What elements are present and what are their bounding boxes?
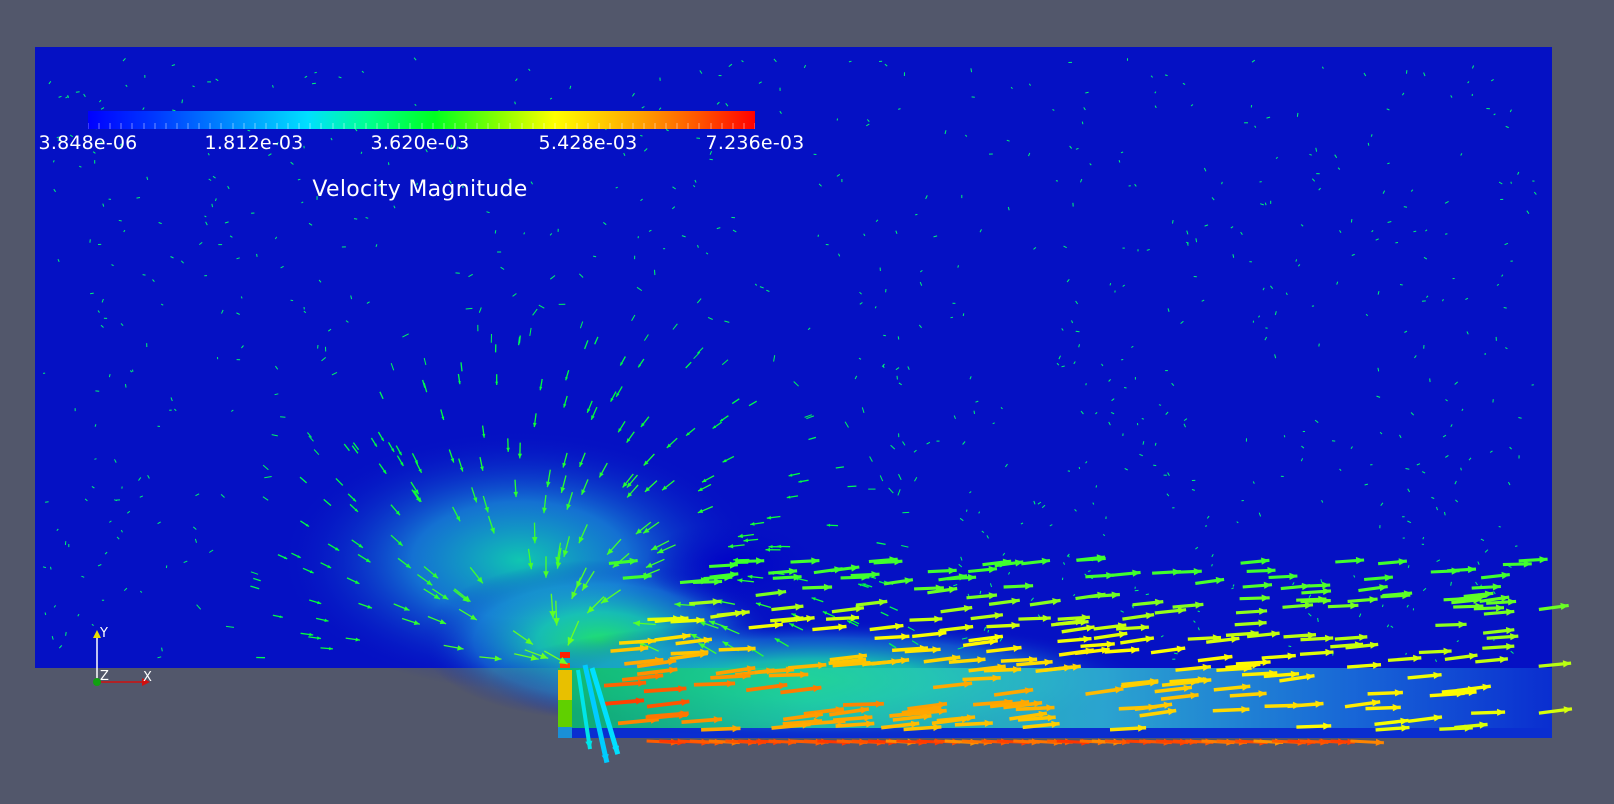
velocity-arrow <box>963 313 964 316</box>
velocity-arrow <box>640 135 642 136</box>
velocity-arrow <box>1499 527 1501 528</box>
velocity-arrow <box>1056 181 1058 182</box>
velocity-arrow <box>45 502 49 503</box>
velocity-arrow <box>1173 220 1174 224</box>
colorbar-tick-label: 3.620e-03 <box>371 132 470 154</box>
velocity-arrow <box>143 275 146 276</box>
velocity-arrow <box>967 510 968 512</box>
colorbar-ticks <box>88 123 755 129</box>
velocity-arrow <box>1085 92 1088 93</box>
velocity-arrow <box>1159 405 1161 406</box>
velocity-arrow <box>1296 259 1297 261</box>
velocity-arrow <box>883 335 886 336</box>
velocity-arrow <box>126 384 127 388</box>
orientation-axes-widget: Y X Z <box>80 622 170 692</box>
velocity-arrow <box>1146 594 1149 595</box>
velocity-arrow <box>1188 243 1189 246</box>
velocity-arrow <box>1351 219 1352 222</box>
velocity-arrow <box>898 336 899 339</box>
velocity-arrow <box>109 374 110 377</box>
velocity-arrowhead <box>1376 739 1384 746</box>
velocity-arrow <box>466 308 473 309</box>
colorbar-tick-label: 1.812e-03 <box>205 132 304 154</box>
velocity-arrow <box>1165 75 1168 76</box>
velocity-arrow <box>1142 419 1144 420</box>
velocity-arrow <box>1082 122 1083 125</box>
velocity-arrow <box>1297 113 1298 117</box>
velocity-arrow <box>593 256 596 257</box>
velocity-arrow <box>94 459 96 460</box>
velocity-arrow <box>182 100 183 104</box>
velocity-arrow <box>1124 388 1126 389</box>
velocity-arrow <box>1086 383 1087 385</box>
velocity-arrow <box>974 411 975 414</box>
velocity-arrow <box>1518 418 1521 419</box>
velocity-arrow <box>1445 512 1446 515</box>
velocity-arrow <box>1110 283 1111 285</box>
velocity-arrow <box>76 92 80 93</box>
velocity-arrow <box>988 630 989 633</box>
velocity-arrow <box>971 68 972 72</box>
velocity-arrow <box>212 204 213 207</box>
velocity-arrow <box>849 61 852 62</box>
colorbar-tick-label: 7.236e-03 <box>706 132 805 154</box>
velocity-arrow <box>354 219 357 220</box>
velocity-arrow <box>1155 443 1156 446</box>
velocity-arrow <box>1196 238 1197 242</box>
velocity-arrow <box>710 159 713 160</box>
velocity-arrow <box>298 179 301 180</box>
velocity-arrow <box>1515 546 1517 547</box>
velocity-arrow <box>1153 465 1156 466</box>
colorbar-tick-label: 5.428e-03 <box>539 132 638 154</box>
velocity-arrow <box>958 265 959 267</box>
velocity-arrow <box>1400 285 1403 286</box>
velocity-arrow <box>915 214 917 215</box>
velocity-arrow <box>1222 182 1223 184</box>
velocity-arrow <box>1119 160 1120 162</box>
orientation-axes-lines <box>80 622 170 692</box>
velocity-arrow <box>1318 618 1319 622</box>
velocity-arrow <box>90 293 94 294</box>
velocity-arrow <box>1461 468 1462 471</box>
velocity-arrow <box>1079 467 1080 469</box>
velocity-arrow <box>1319 344 1320 347</box>
velocity-arrow <box>1504 308 1507 309</box>
velocity-arrow <box>1368 143 1369 146</box>
legend-title: Velocity Magnitude <box>312 177 527 202</box>
z-axis-label: Z <box>100 669 109 684</box>
velocity-arrow <box>315 72 317 73</box>
velocity-arrow <box>1406 469 1410 470</box>
velocity-arrow <box>1284 435 1285 437</box>
x-axis-label: X <box>143 670 152 685</box>
velocity-arrow <box>361 152 362 154</box>
velocity-arrow <box>1091 578 1093 579</box>
velocity-arrow <box>1289 646 1292 647</box>
velocity-arrow <box>515 102 516 105</box>
velocity-arrow <box>45 613 46 616</box>
velocity-arrow <box>51 567 52 570</box>
velocity-arrow <box>848 486 857 487</box>
velocity-arrow <box>1413 231 1416 232</box>
velocity-arrow <box>1511 182 1512 184</box>
velocity-arrow <box>119 220 122 221</box>
velocity-arrow <box>137 198 141 199</box>
velocity-arrow <box>1404 207 1407 208</box>
velocity-arrow <box>951 317 954 318</box>
velocity-arrow <box>818 235 819 237</box>
velocity-arrow <box>1406 653 1407 655</box>
colorbar-tick-label: 3.848e-06 <box>39 132 138 154</box>
velocity-arrow <box>66 632 67 636</box>
velocity-arrow <box>291 300 294 301</box>
velocity-arrow <box>1451 582 1452 586</box>
velocity-arrow <box>312 83 316 84</box>
velocity-arrow <box>257 254 258 257</box>
velocity-arrow <box>1408 565 1409 568</box>
velocity-arrow <box>1096 485 1097 487</box>
velocity-arrow <box>1445 234 1447 235</box>
y-axis-label: Y <box>100 626 108 641</box>
velocity-arrow <box>495 230 496 233</box>
velocity-arrow <box>1382 605 1383 607</box>
velocity-arrow <box>280 417 285 418</box>
